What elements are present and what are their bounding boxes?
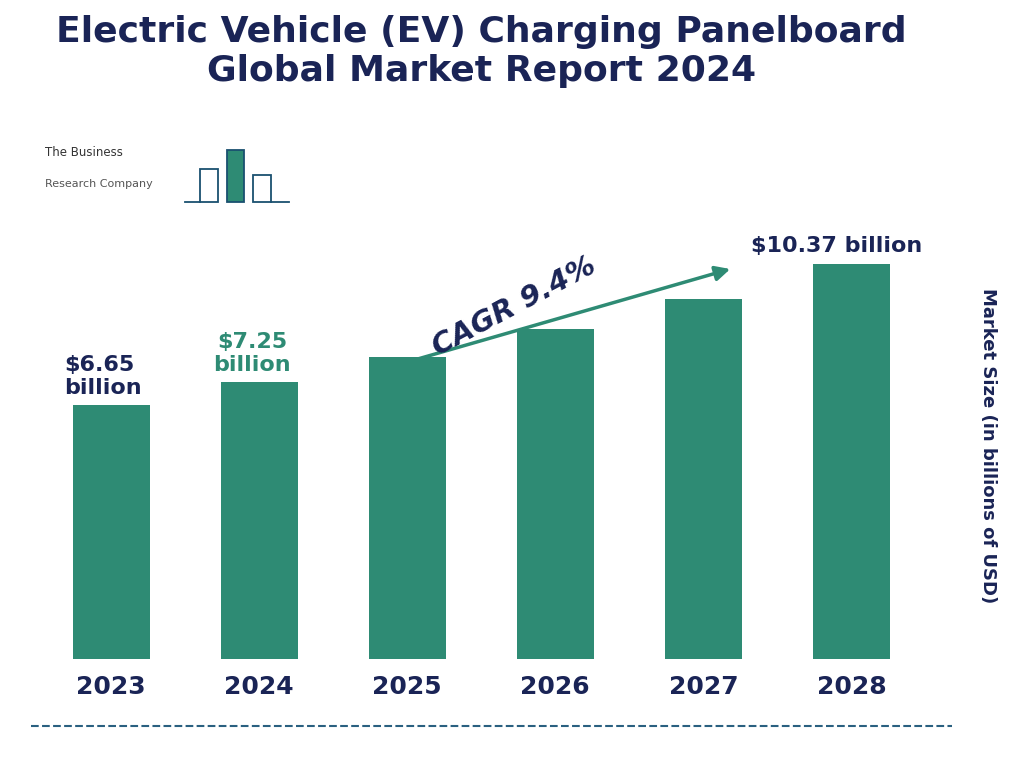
Bar xyxy=(253,175,271,202)
Bar xyxy=(665,299,741,659)
Title: Electric Vehicle (EV) Charging Panelboard
Global Market Report 2024: Electric Vehicle (EV) Charging Panelboar… xyxy=(56,15,906,88)
Text: $7.25
billion: $7.25 billion xyxy=(213,332,291,375)
Text: CAGR 9.4%: CAGR 9.4% xyxy=(428,252,601,362)
Bar xyxy=(813,263,890,659)
Text: Research Company: Research Company xyxy=(45,179,153,189)
Bar xyxy=(226,151,245,202)
Bar xyxy=(200,169,218,202)
Bar xyxy=(517,329,594,659)
Text: The Business: The Business xyxy=(45,147,123,160)
Bar xyxy=(73,406,150,659)
Bar xyxy=(221,382,298,659)
Text: $10.37 billion: $10.37 billion xyxy=(751,236,923,256)
Text: $6.65
billion: $6.65 billion xyxy=(63,355,141,398)
Bar xyxy=(369,357,445,659)
Text: Market Size (in billions of USD): Market Size (in billions of USD) xyxy=(979,288,997,603)
